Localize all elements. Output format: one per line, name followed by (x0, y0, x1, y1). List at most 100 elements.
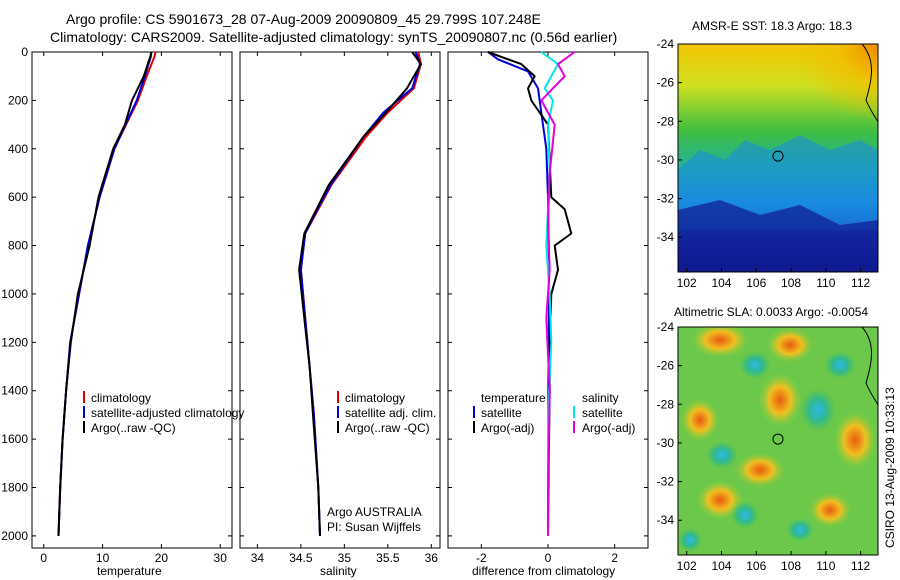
salinity-series (298, 51, 422, 536)
argo-position-marker (772, 150, 784, 162)
depth-tick-label: 400 (8, 142, 28, 156)
depth-tick-label: 200 (8, 93, 28, 107)
depth-tick-label: 1600 (1, 432, 28, 446)
series-line-temperature-satellite (487, 51, 550, 536)
series-line-argo-raw-qc- (298, 51, 422, 536)
sla-map-title: Altimetric SLA: 0.0033 Argo: -0.0054 (674, 305, 868, 319)
legend-swatch-sal-satellite (573, 406, 575, 418)
figure-title-line2: Climatology: CARS2009. Satellite-adjuste… (50, 29, 617, 45)
depth-tick-label: 800 (8, 239, 28, 253)
x-tick-label: 34.5 (289, 551, 313, 565)
map-y-tick-label: -24 (657, 320, 675, 334)
sst-warm-region (760, 44, 878, 154)
sla-high-anomaly (833, 410, 877, 470)
legend-swatch-argo (83, 421, 85, 433)
legend-swatch-argo (337, 421, 339, 433)
map-y-tick-label: -32 (657, 192, 675, 206)
sla-low-anomaly (786, 518, 814, 542)
legend-label-satellite: satellite-adjusted climatology (91, 406, 244, 420)
legend-swatch-satellite (337, 406, 339, 418)
x-tick-label: 35.5 (376, 551, 400, 565)
map-y-tick-label: -26 (657, 359, 675, 373)
sla-high-anomaly (766, 327, 814, 363)
x-tick-label: 30 (214, 551, 228, 565)
series-line-satellite-adj-clim- (299, 51, 421, 536)
legend-swatch-temp-argo (473, 421, 475, 433)
coastline (861, 327, 878, 406)
map-x-tick-label: 106 (746, 276, 766, 290)
temperature-series (57, 51, 157, 536)
sst-map-title: AMSR-E SST: 18.3 Argo: 18.3 (692, 19, 852, 33)
difference-xlabel: difference from climatology (472, 564, 615, 578)
depth-tick-label: 1200 (1, 335, 28, 349)
legend-label-climatology: climatology (91, 391, 151, 405)
map-y-tick-label: -30 (657, 153, 675, 167)
legend-label-sal-argo: Argo(-adj) (582, 421, 635, 435)
series-line-climatology (57, 51, 157, 536)
sla-low-anomaly (706, 441, 738, 469)
salinity-panel-frame (239, 51, 441, 549)
x-tick-label: -2 (476, 551, 487, 565)
series-line-satellite-adjusted-climatology (57, 51, 153, 536)
annotation-argo-australia: Argo AUSTRALIA (327, 505, 422, 519)
series-line-climatology (299, 51, 422, 536)
sst-map-frame (677, 43, 879, 273)
legend-swatch-climatology (337, 391, 339, 403)
legend-label-temp-argo: Argo(-adj) (481, 421, 534, 435)
map-y-tick-label: -34 (657, 513, 675, 527)
map-y-tick-label: -30 (657, 436, 675, 450)
sla-map-axes: 102 104 106 108 110 112 -24 -26 -28 -30 -32 -34 (657, 320, 871, 573)
depth-tick-label: 1400 (1, 384, 28, 398)
x-tick-label: 10 (96, 551, 110, 565)
temperature-legend: climatology satellite-adjusted climatolo… (83, 391, 244, 435)
difference-series (487, 51, 576, 536)
sst-map-axes: 102 104 106 108 110 112 -24 -26 -28 -30 -32 -34 (657, 37, 871, 290)
sla-low-anomaly (678, 528, 702, 552)
x-tick-label: 36 (425, 551, 439, 565)
legend-swatch-climatology (83, 391, 85, 403)
series-line-argo-raw-qc- (57, 51, 153, 536)
legend-label-temp-satellite: satellite (481, 406, 522, 420)
map-x-tick-label: 104 (711, 559, 731, 573)
map-x-tick-label: 112 (851, 559, 870, 573)
temperature-panel-frame (31, 51, 233, 549)
x-tick-label: 0 (545, 551, 552, 565)
legend-label-sal-satellite: satellite (582, 406, 623, 420)
difference-x-axis: -2 0 2 (476, 52, 618, 565)
argo-position-marker (772, 433, 784, 445)
legend-swatch-sal-argo (573, 421, 575, 433)
map-x-tick-label: 110 (816, 559, 835, 573)
x-tick-label: 20 (155, 551, 169, 565)
sla-low-anomaly (731, 501, 759, 529)
depth-tick-label: 600 (8, 190, 28, 204)
annotation-pi: PI: Susan Wijffels (327, 520, 421, 534)
creation-stamp: CSIRO 13-Aug-2009 10:33:13 (883, 387, 897, 548)
x-tick-label: 34 (251, 551, 265, 565)
depth-tick-label: 2000 (1, 529, 28, 543)
salinity-legend: climatology satellite adj. clim. Argo(..… (337, 391, 436, 435)
temperature-x-axis: 0 10 20 30 (40, 52, 227, 565)
map-x-tick-label: 108 (781, 559, 801, 573)
temperature-xlabel: temperature (97, 564, 162, 578)
sst-heatmap (678, 44, 878, 272)
map-y-tick-label: -32 (657, 475, 675, 489)
legend-group-salinity: salinity (582, 391, 619, 405)
legend-swatch-satellite (83, 406, 85, 418)
difference-legend: temperature satellite Argo(-adj) salinit… (473, 391, 635, 435)
sla-map-frame (677, 326, 879, 556)
sla-high-anomaly (734, 452, 786, 488)
sla-high-anomaly (758, 372, 802, 428)
map-x-tick-label: 102 (677, 559, 697, 573)
legend-group-temperature: temperature (481, 391, 546, 405)
map-y-tick-label: -28 (657, 114, 675, 128)
legend-swatch-temp-satellite (473, 406, 475, 418)
depth-tick-label: 1800 (1, 481, 28, 495)
sla-low-anomaly (824, 351, 856, 379)
map-x-tick-label: 106 (746, 559, 766, 573)
salinity-xlabel: salinity (320, 564, 357, 578)
depth-tick-label: 1000 (1, 287, 28, 301)
map-x-tick-label: 112 (851, 276, 870, 290)
series-line-temperature-argo-adj- (487, 51, 573, 536)
map-x-tick-label: 104 (711, 276, 731, 290)
